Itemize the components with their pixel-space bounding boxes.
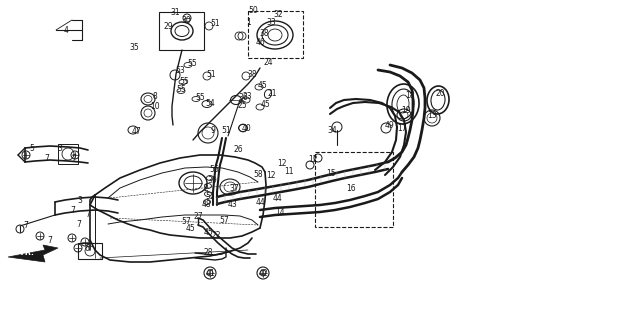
- Text: 57: 57: [181, 217, 191, 226]
- Text: 48: 48: [201, 199, 211, 209]
- Text: 12: 12: [277, 158, 287, 167]
- Text: 35: 35: [129, 43, 139, 52]
- Text: 22: 22: [211, 230, 221, 239]
- Text: 20: 20: [435, 89, 445, 98]
- Text: 7: 7: [85, 210, 90, 219]
- Text: 10: 10: [150, 101, 160, 110]
- Text: 24: 24: [263, 58, 273, 67]
- Text: 23: 23: [242, 92, 252, 100]
- Text: 32: 32: [273, 10, 283, 19]
- Text: 45: 45: [258, 81, 268, 90]
- Bar: [248, 11, 303, 58]
- Text: 7: 7: [71, 154, 76, 163]
- Text: 51: 51: [210, 19, 220, 28]
- Text: 7: 7: [76, 220, 82, 228]
- Text: 40: 40: [242, 124, 252, 132]
- Text: 25: 25: [237, 100, 247, 109]
- Text: 17: 17: [397, 124, 407, 132]
- Text: 47: 47: [131, 126, 141, 135]
- Text: 38: 38: [259, 28, 269, 37]
- Text: 7: 7: [45, 154, 49, 163]
- Text: 9: 9: [210, 125, 216, 134]
- Text: 29: 29: [163, 21, 173, 30]
- Text: 16: 16: [346, 183, 356, 193]
- Text: 58: 58: [253, 170, 263, 179]
- Text: 55: 55: [179, 76, 189, 85]
- Text: 57: 57: [219, 215, 229, 225]
- Text: 49: 49: [385, 121, 395, 130]
- Text: 14: 14: [275, 207, 285, 217]
- Text: 2: 2: [204, 183, 209, 193]
- Text: 37: 37: [229, 183, 239, 193]
- Text: 55: 55: [195, 92, 205, 101]
- Text: 7: 7: [23, 220, 28, 229]
- Text: 45: 45: [186, 223, 196, 233]
- Text: 46: 46: [256, 37, 266, 46]
- Bar: [159, 12, 204, 50]
- Text: 54: 54: [205, 99, 215, 108]
- Text: 33: 33: [266, 18, 276, 27]
- Text: 38: 38: [247, 69, 257, 78]
- Text: 12: 12: [266, 171, 276, 180]
- Text: 5: 5: [30, 143, 34, 153]
- Text: 34: 34: [327, 125, 337, 134]
- Text: 7: 7: [47, 236, 52, 244]
- Text: 4: 4: [64, 26, 68, 35]
- Text: 50: 50: [248, 5, 258, 14]
- Text: 45: 45: [261, 100, 271, 108]
- Text: 18: 18: [405, 91, 415, 100]
- Text: 53: 53: [175, 66, 185, 75]
- Text: 51: 51: [221, 125, 231, 134]
- Text: 3: 3: [78, 196, 82, 204]
- Bar: [58, 144, 78, 164]
- Text: 45: 45: [204, 228, 214, 236]
- Text: 31: 31: [170, 7, 180, 17]
- Text: 42: 42: [258, 269, 268, 278]
- Text: FR.: FR.: [21, 247, 35, 257]
- Text: 27: 27: [193, 212, 203, 220]
- Text: 39: 39: [207, 175, 217, 185]
- Text: 51: 51: [206, 69, 216, 78]
- Text: 30: 30: [181, 15, 191, 25]
- Text: 41: 41: [205, 269, 215, 278]
- Text: 8: 8: [152, 92, 157, 100]
- Text: 55: 55: [187, 59, 197, 68]
- Text: 7: 7: [71, 205, 75, 214]
- Text: 13: 13: [427, 110, 437, 119]
- Text: 44: 44: [256, 197, 266, 206]
- Text: 43: 43: [228, 199, 238, 209]
- Text: 56: 56: [209, 164, 219, 173]
- Text: 1: 1: [246, 18, 252, 27]
- Text: 26: 26: [233, 145, 243, 154]
- Text: 52: 52: [205, 191, 215, 201]
- Text: 28: 28: [204, 247, 213, 257]
- Polygon shape: [8, 245, 58, 262]
- Text: 36: 36: [238, 92, 248, 101]
- Text: 19: 19: [401, 106, 411, 115]
- Bar: [78, 243, 102, 259]
- Text: 6: 6: [85, 244, 90, 252]
- Text: 15: 15: [326, 169, 336, 178]
- Text: 11: 11: [284, 166, 294, 175]
- Text: 3: 3: [58, 143, 63, 153]
- Text: 44: 44: [273, 194, 283, 203]
- Text: 55: 55: [176, 84, 186, 93]
- Text: 12: 12: [308, 155, 318, 164]
- Text: 21: 21: [267, 89, 277, 98]
- Bar: [315, 152, 393, 227]
